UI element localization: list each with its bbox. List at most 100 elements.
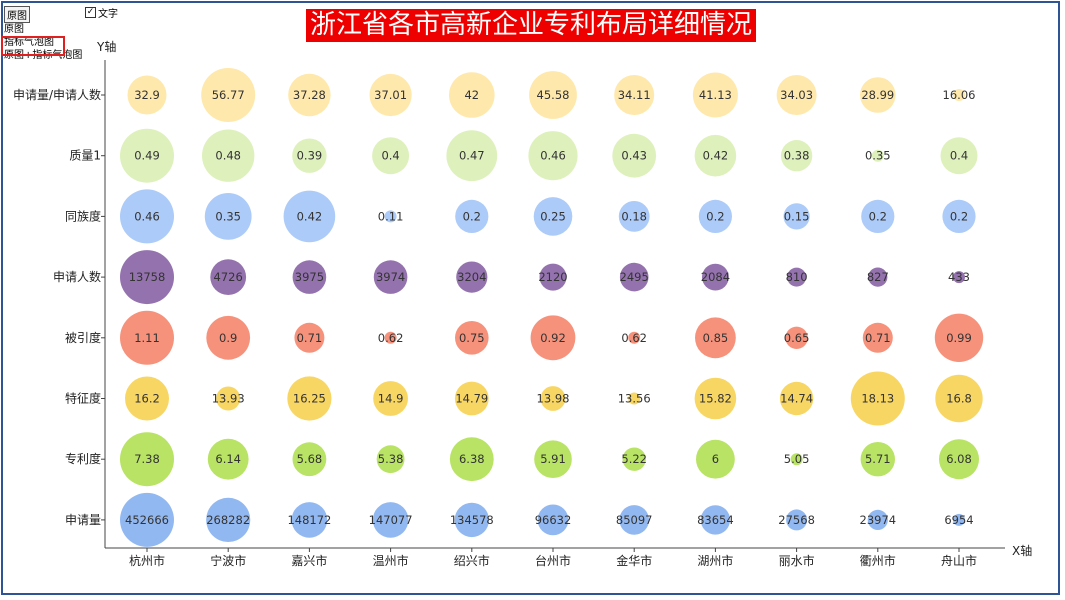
x-tick-label: 衢州市 xyxy=(860,553,896,568)
data-label: 56.77 xyxy=(212,88,245,102)
data-label: 14.79 xyxy=(455,392,488,406)
bubble xyxy=(618,201,650,232)
data-label: 268282 xyxy=(206,513,250,527)
data-label: 2120 xyxy=(538,270,567,284)
bubble xyxy=(790,453,803,466)
view-option-bubble[interactable]: 指标气泡图 xyxy=(4,37,54,48)
bubble xyxy=(287,376,332,421)
data-label: 0.18 xyxy=(621,209,647,223)
data-label: 452666 xyxy=(125,513,169,527)
bubble xyxy=(449,437,494,482)
bubble xyxy=(291,502,328,538)
bubble xyxy=(695,317,736,359)
data-label: 0.2 xyxy=(950,209,968,223)
bubble xyxy=(942,199,976,233)
bubble xyxy=(692,72,738,118)
data-label: 0.49 xyxy=(134,149,160,163)
y-tick-label: 同族度 xyxy=(65,208,101,223)
y-tick-label: 申请量 xyxy=(65,513,101,527)
bubble xyxy=(528,131,578,181)
data-label: 5.05 xyxy=(784,452,810,466)
data-label: 0.65 xyxy=(784,331,810,345)
data-label: 0.47 xyxy=(459,149,485,163)
bubble xyxy=(700,505,731,535)
bubble xyxy=(779,381,814,416)
data-label: 85097 xyxy=(616,513,653,527)
data-label: 5.91 xyxy=(540,452,566,466)
text-toggle[interactable]: ✓ 文字 xyxy=(85,5,118,20)
bubble xyxy=(939,439,979,480)
x-axis-title: X轴 xyxy=(1012,543,1032,558)
bubble xyxy=(696,439,735,479)
checkbox-check-icon[interactable]: ✓ xyxy=(85,7,96,18)
y-tick-label: 质量1 xyxy=(69,149,101,163)
view-selector-current[interactable]: 原图 xyxy=(4,6,30,23)
bubble xyxy=(204,193,252,240)
view-option-original[interactable]: 原图 xyxy=(4,24,24,35)
chart-title: 浙江省各市高新企业专利布局详细情况 xyxy=(306,9,757,42)
x-tick-label: 湖州市 xyxy=(697,553,733,568)
data-label: 5.38 xyxy=(378,452,404,466)
bubble xyxy=(935,374,983,423)
bubble xyxy=(294,322,325,353)
data-label: 34.11 xyxy=(618,88,651,102)
bubble xyxy=(454,381,489,416)
y-tick-label: 申请人数 xyxy=(53,269,101,284)
bubble xyxy=(216,386,241,411)
data-label: 6954 xyxy=(944,513,973,527)
bubble xyxy=(861,199,895,233)
bubble xyxy=(953,89,965,101)
bubble xyxy=(446,130,498,182)
data-label: 13.98 xyxy=(537,392,570,406)
data-label: 3975 xyxy=(295,270,324,284)
bubble xyxy=(860,77,896,113)
bubble xyxy=(628,392,641,405)
data-label: 42 xyxy=(464,88,479,102)
data-label: 0.38 xyxy=(784,149,810,163)
data-label: 3204 xyxy=(457,270,486,284)
data-label: 0.46 xyxy=(540,149,566,163)
data-label: 0.71 xyxy=(865,331,891,345)
bubble xyxy=(776,75,817,115)
data-label: 0.2 xyxy=(706,209,724,223)
bubble xyxy=(622,447,646,471)
bubble xyxy=(614,75,655,115)
data-label: 0.99 xyxy=(946,331,972,345)
x-tick-label: 丽水市 xyxy=(779,553,815,568)
bubble xyxy=(373,260,408,294)
data-label: 0.4 xyxy=(381,149,399,163)
highlight-box xyxy=(1,36,65,56)
data-label: 3974 xyxy=(376,270,405,284)
bubble xyxy=(384,331,397,344)
bubble xyxy=(120,492,174,547)
data-label: 0.85 xyxy=(703,331,729,345)
bubble xyxy=(534,440,572,479)
data-label: 45.58 xyxy=(537,88,570,102)
bubble xyxy=(953,271,965,284)
data-label: 0.4 xyxy=(950,149,968,163)
data-label: 134578 xyxy=(450,513,494,527)
data-label: 32.9 xyxy=(134,88,160,102)
bubble xyxy=(702,263,729,291)
data-label: 0.48 xyxy=(215,149,241,163)
text-toggle-label: 文字 xyxy=(98,9,118,20)
data-label: 0.71 xyxy=(297,331,323,345)
data-label: 0.43 xyxy=(621,149,647,163)
data-label: 0.75 xyxy=(459,331,485,345)
bubble xyxy=(785,326,808,349)
bubble xyxy=(120,310,174,365)
bubble xyxy=(787,267,807,287)
data-label: 6.38 xyxy=(459,452,485,466)
data-label: 0.2 xyxy=(463,209,481,223)
bubble xyxy=(612,133,657,178)
bubble xyxy=(120,250,174,305)
data-label: 433 xyxy=(948,270,970,284)
bubble xyxy=(953,513,965,526)
bubble xyxy=(940,137,978,175)
data-label: 0.15 xyxy=(784,209,810,223)
data-label: 0.92 xyxy=(540,331,566,345)
bubble xyxy=(210,259,247,295)
bubble xyxy=(530,315,576,361)
bubble xyxy=(783,203,810,230)
bubble xyxy=(292,442,327,477)
